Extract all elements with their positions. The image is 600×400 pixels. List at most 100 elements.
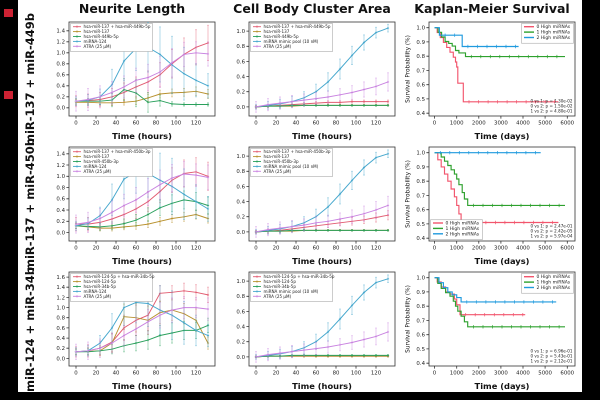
legend-label: hsa-miR-450b-3p: [84, 159, 119, 164]
y-tick-label: 0.8: [56, 185, 65, 191]
y-tick-label: 1.0: [236, 279, 245, 285]
y-tick-label: 0.6: [236, 184, 245, 190]
censor-ticks: [470, 54, 558, 59]
legend-label: 0 High miRNAs: [537, 274, 571, 280]
x-tick-label: 40: [113, 121, 120, 127]
legend-label: hsa-miR-137: [84, 154, 110, 159]
x-tick-label: 40: [293, 246, 300, 252]
x-tick-label: 3000: [494, 371, 508, 377]
legend-label: hsa-miR-137: [264, 154, 290, 159]
legend-label: miRNA mimic pool (10 nM): [264, 289, 319, 294]
y-tick-label: 1.0: [56, 51, 65, 57]
legend-label: 2 High miRNAs: [537, 35, 571, 41]
y-axis-label: Survival Probability (%): [406, 285, 412, 353]
y-tick-label: 0.7: [416, 193, 425, 199]
y-tick-label: 0.6: [56, 197, 65, 203]
x-tick-label: 0: [74, 246, 78, 252]
legend-label: miRNA-124: [84, 289, 107, 294]
x-tick-label: 4000: [516, 121, 530, 127]
y-tick-label: 1.2: [56, 40, 65, 46]
pvalue-text: 0 vs 1: p = 6.96e-01: [531, 349, 573, 354]
y-tick-label: 1.4: [56, 152, 65, 158]
legend-label: ATRA (25 µM): [264, 294, 292, 299]
y-tick-label: 0.8: [416, 304, 425, 310]
pvalue-text: 0 vs 2: p = 1.50e-02: [531, 103, 573, 108]
pvalue-annotations: 0 vs 1: p = 1.30e-020 vs 2: p = 1.50e-02…: [531, 99, 573, 114]
x-tick-label: 80: [153, 121, 160, 127]
legend-label: hsa-miR-137 + hsa-miR-450b-3p: [84, 149, 151, 154]
pvalue-text: 1 vs 2: p = 5.97e-04: [531, 233, 573, 238]
y-tick-label: 0.4: [56, 208, 65, 214]
series-miRNA mimic pool (10 nM): [254, 23, 390, 110]
pvalue-text: 0 vs 2: p = 2.42e-05: [531, 228, 573, 233]
chart-svg: 0 1000 2000 3000 4000 5000 6000 0.4 0.5 0.6 0.7 0.8…: [406, 271, 576, 391]
series-ATRA (25 µM): [74, 41, 210, 112]
x-tick-label: 0: [254, 121, 258, 127]
legend-label: hsa-miR-124-5p: [264, 279, 297, 284]
chart-kaplan-meier-row3: 0 1000 2000 3000 4000 5000 6000 0.4 0.5 0.6 0.7 0.8…: [402, 267, 582, 392]
x-axis-label: Time (hours): [292, 256, 352, 266]
x-tick-label: 120: [371, 246, 382, 252]
x-tick-label: 0: [433, 246, 437, 252]
x-tick-label: 40: [113, 371, 120, 377]
legend-label: 2 High miRNAs: [446, 231, 480, 237]
y-tick-label: 1.4: [56, 29, 65, 35]
legend-label: hsa-miR-450b-3p: [264, 159, 299, 164]
x-axis-label: Time (days): [475, 256, 530, 266]
series-ATRA (25 µM): [254, 195, 390, 238]
x-axis-label: Time (hours): [112, 131, 172, 141]
chart-cell-body-cluster-row1: 0 20 40 60 80 100 120 0.0 0.2 0.4 0.6 0.8 1.0 Time (h…: [222, 17, 402, 142]
pvalue-annotations: 0 vs 1: p = 2.47e-010 vs 2: p = 2.42e-05…: [531, 224, 573, 239]
legend-label: 2 High miRNAs: [537, 285, 571, 291]
x-tick-label: 2000: [472, 121, 486, 127]
legend-label: ATRA (25 µM): [84, 44, 112, 49]
legend-label: hsa-miR-449b-5p: [84, 34, 119, 39]
censor-ticks: [465, 313, 524, 317]
x-tick-label: 2000: [472, 246, 486, 252]
legend-label: ATRA (25 µM): [84, 169, 112, 174]
x-tick-label: 120: [371, 121, 382, 127]
y-tick-label: 0.9: [416, 40, 425, 46]
legend-label: hsa-miR-137 + hsa-miR-449b-5p: [264, 24, 331, 29]
censor-ticks: [473, 203, 560, 208]
x-tick-label: 60: [133, 121, 140, 127]
legend-label: hsa-miR-34b-5p: [264, 284, 297, 289]
km-series-2 High miRNAs: [434, 277, 557, 304]
figure-row-2: miR-137 + miR-450b 0 20 40 60 80 100 120 0.0 0.2…: [18, 138, 582, 271]
y-tick-label: 0.2: [56, 346, 65, 352]
x-tick-label: 120: [191, 371, 202, 377]
legend: hsa-miR-137 + hsa-miR-449b-5phsa-miR-137…: [70, 23, 153, 52]
x-tick-label: 60: [313, 246, 320, 252]
y-tick-label: 0.4: [236, 324, 245, 330]
legend-label: 1 High miRNAs: [537, 280, 571, 286]
legend-label: hsa-miR-34b-5p: [84, 284, 117, 289]
y-tick-label: 1.2: [56, 295, 65, 301]
x-tick-label: 0: [433, 121, 437, 127]
x-tick-label: 0: [433, 371, 437, 377]
x-tick-label: 20: [273, 121, 280, 127]
legend-label: hsa-miR-124-5p: [84, 279, 117, 284]
x-tick-label: 0: [74, 121, 78, 127]
y-tick-label: 0.2: [236, 215, 245, 221]
axes: 0 20 40 60 80 100 120 0.0 0.2 0.4 0.6 0.8 1.0 1.2 1.4 T…: [56, 146, 216, 266]
chart-svg: 0 20 40 60 80 100 120 0.0 0.2 0.4 0.6 0.8 1.0 Time (h…: [236, 271, 396, 391]
y-tick-label: 1.2: [56, 163, 65, 169]
legend-label: hsa-miR-137 + hsa-miR-449b-5p: [84, 24, 151, 29]
column-title-neurite-length: Neurite Length: [78, 1, 186, 16]
x-tick-label: 80: [333, 371, 340, 377]
censor-ticks: [439, 151, 536, 155]
axes: 0 20 40 60 80 100 120 0.0 0.2 0.4 0.6 0.8 1.0 Time (h…: [236, 21, 396, 141]
y-tick-label: 0.6: [56, 73, 65, 79]
y-tick-label: 1.0: [236, 29, 245, 35]
x-tick-label: 100: [171, 371, 182, 377]
pvalue-text: 0 vs 2: p = 5.43e-01: [531, 353, 573, 358]
chart-neurite-length-row2: 0 20 40 60 80 100 120 0.0 0.2 0.4 0.6 0.8 1.0 1.2 1.4 T…: [42, 142, 222, 267]
column-title-kaplan-meier-survival: Kaplan-Meier Survival: [414, 1, 570, 16]
chart-svg: 0 1000 2000 3000 4000 5000 6000 0.4 0.5 0.6 0.7 0.8…: [406, 21, 576, 141]
chart-grid: miR-137 + miR-449b 0 20 40 60 80 100 120 0.0 0.2…: [18, 13, 582, 392]
x-tick-label: 0: [254, 371, 258, 377]
axes: 0 20 40 60 80 100 120 0.0 0.2 0.4 0.6 0.8 1.0 Time (h…: [236, 271, 396, 391]
